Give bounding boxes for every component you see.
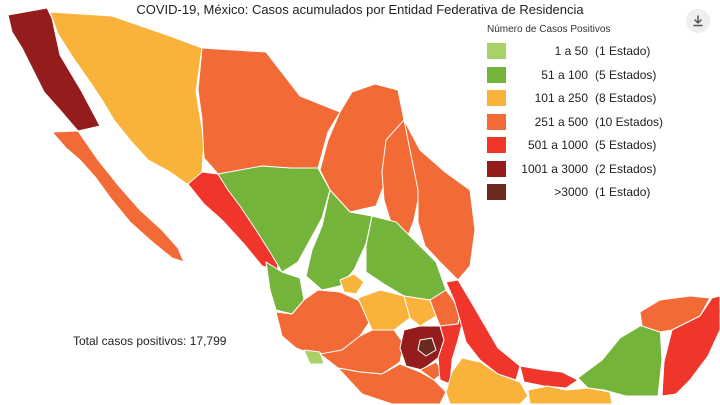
legend-swatch [487, 137, 506, 153]
legend-count: (1 Estado) [595, 44, 651, 58]
legend-count: (1 Estado) [595, 185, 651, 199]
region-sonora[interactable] [49, 11, 205, 187]
region-durango[interactable] [217, 165, 331, 273]
legend-range: 501 a 1000 [527, 138, 588, 152]
region-tamaulipas[interactable] [403, 119, 476, 281]
region-aguascalientes[interactable] [339, 273, 365, 295]
region-tabasco[interactable] [519, 365, 579, 389]
legend-count: (10 Estados) [595, 114, 664, 129]
legend-item: 1001 a 3000 (2 Estados) [484, 160, 684, 185]
region-veracruz[interactable] [445, 279, 521, 381]
legend-count: (2 Estados) [595, 161, 657, 176]
region-colima[interactable] [303, 349, 325, 365]
region-baja-california-sur[interactable] [51, 130, 185, 263]
legend-count: (5 Estados) [595, 138, 657, 152]
legend-item: >3000 (1 Estado) [484, 184, 684, 208]
region-queretaro[interactable] [403, 295, 437, 327]
region-chiapas[interactable] [527, 385, 613, 405]
legend-range: 1 a 50 [554, 44, 588, 58]
legend-swatch [487, 160, 506, 177]
download-icon [693, 15, 703, 27]
legend-count: (5 Estados) [595, 67, 657, 82]
region-guerrero[interactable] [337, 363, 447, 405]
legend-swatch [487, 184, 506, 200]
region-chihuahua[interactable] [197, 47, 341, 175]
legend-swatch [487, 90, 506, 106]
legend-item: 251 a 500 (10 Estados) [484, 113, 684, 138]
legend-range: >3000 [554, 185, 588, 199]
legend-count: (8 Estados) [595, 91, 657, 105]
region-zacatecas[interactable] [305, 189, 373, 291]
legend-item: 101 a 250 (8 Estados) [484, 90, 684, 114]
legend-range: 251 a 500 [534, 114, 588, 129]
legend-range: 51 a 100 [541, 67, 588, 82]
region-campeche[interactable] [577, 325, 663, 397]
map-title: COVID-19, México: Casos acumulados por E… [136, 2, 584, 17]
legend-item: 1 a 50 (1 Estado) [484, 43, 684, 67]
region-oaxaca[interactable] [445, 357, 529, 405]
legend-item: 501 a 1000 (5 Estados) [484, 137, 684, 161]
map-legend: Número de Casos Positivos 1 a 50 (1 Esta… [484, 24, 684, 208]
legend-swatch [487, 66, 506, 83]
legend-range: 1001 a 3000 [521, 161, 588, 176]
legend-swatch [487, 113, 506, 130]
legend-swatch [487, 43, 506, 59]
legend-item: 51 a 100 (5 Estados) [484, 66, 684, 91]
download-button[interactable] [686, 9, 710, 33]
total-cases-label: Total casos positivos: 17,799 [73, 334, 227, 348]
legend-range: 101 a 250 [534, 91, 588, 105]
region-ciudad-de-mexico[interactable] [417, 337, 437, 357]
region-quintana-roo[interactable] [661, 295, 720, 397]
legend-title: Número de Casos Positivos [487, 24, 611, 35]
